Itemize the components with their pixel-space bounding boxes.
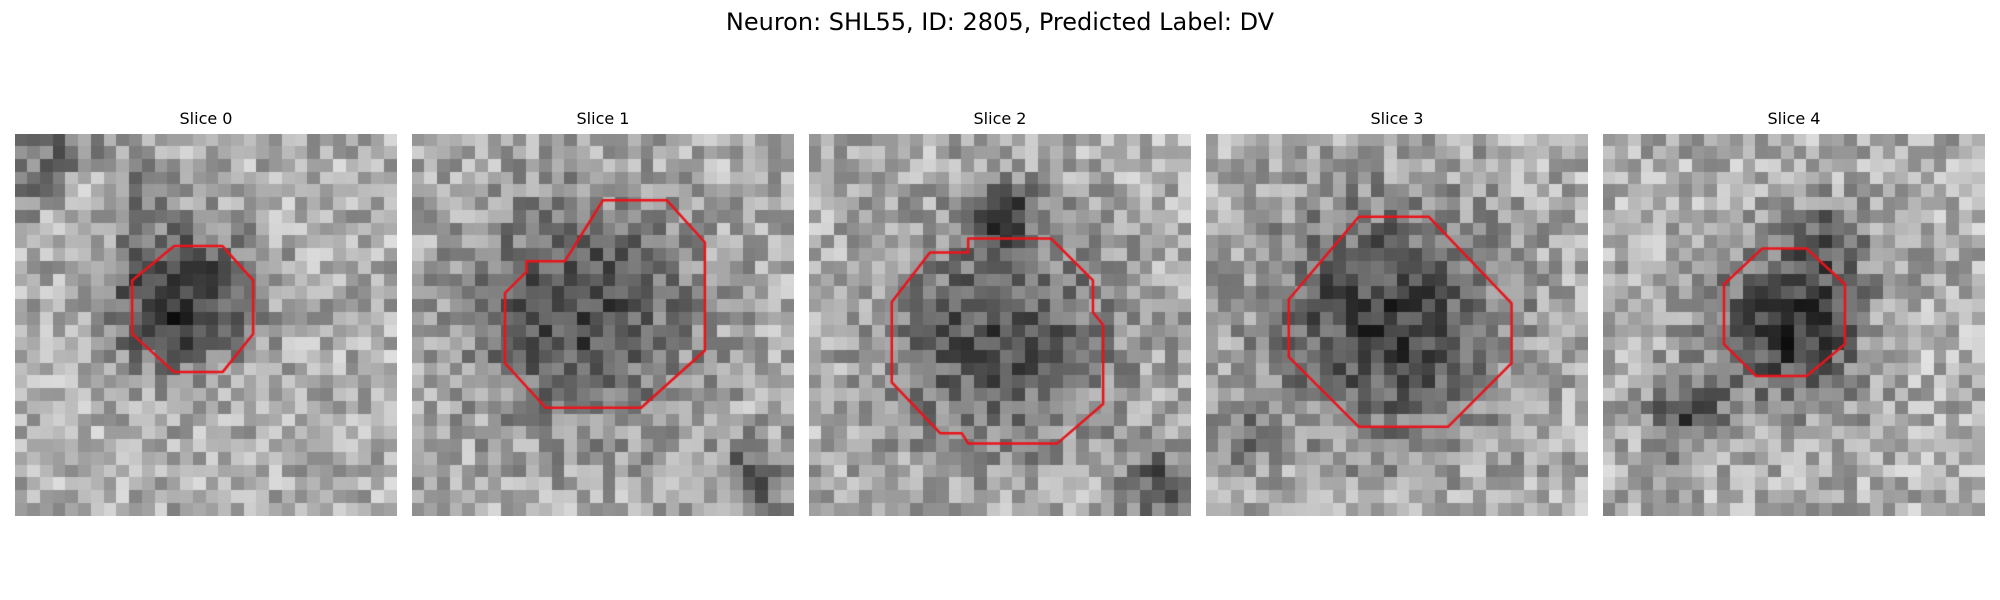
slice-3-image bbox=[1206, 134, 1588, 516]
panel-title-slice-3: Slice 3 bbox=[1370, 109, 1424, 128]
slice-0-image bbox=[15, 134, 397, 516]
slice-4-image bbox=[1603, 134, 1985, 516]
panel-title-slice-0: Slice 0 bbox=[179, 109, 233, 128]
panel-title-slice-2: Slice 2 bbox=[973, 109, 1027, 128]
slice-2-image bbox=[809, 134, 1191, 516]
slice-1-image bbox=[412, 134, 794, 516]
panel-title-slice-4: Slice 4 bbox=[1767, 109, 1821, 128]
panel-title-slice-1: Slice 1 bbox=[576, 109, 630, 128]
figure-title: Neuron: SHL55, ID: 2805, Predicted Label… bbox=[725, 8, 1275, 36]
